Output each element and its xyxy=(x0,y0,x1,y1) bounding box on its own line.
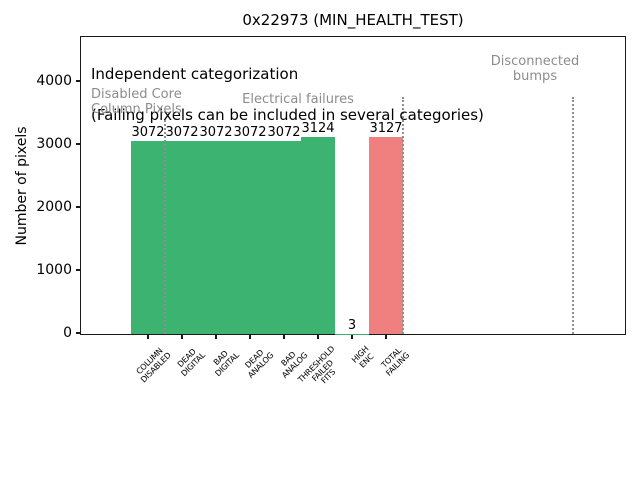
x-tick-label: DEAD ANALOG xyxy=(243,347,275,380)
bar-4 xyxy=(267,140,301,334)
annotation-independent-categorization: Independent categorization (Failing pixe… xyxy=(91,43,484,146)
bar-value-label: 3127 xyxy=(369,121,403,137)
x-tick-mark xyxy=(181,335,183,339)
x-tick-mark xyxy=(215,335,217,339)
x-tick-label: DEAD DIGITAL xyxy=(175,347,207,378)
annotation-independent-line1: Independent categorization xyxy=(91,64,299,83)
y-tick-label: 1000 xyxy=(36,262,72,279)
separator-dotted-line xyxy=(402,97,404,334)
x-tick-mark xyxy=(249,335,251,339)
x-tick-mark xyxy=(317,335,319,339)
plot-area: 3072 3072 3072 3072 3072 3124 3 3127 Independen… xyxy=(80,36,626,335)
bar-value-label: 3072 xyxy=(233,124,267,140)
bar-1 xyxy=(165,140,199,334)
bar-value-label: 3 xyxy=(347,317,357,333)
annotation-disconnected-bumps: Disconnected bumps xyxy=(490,54,580,84)
y-tick-label: 0 xyxy=(63,325,72,341)
bar-5 xyxy=(301,137,335,334)
x-tick-mark xyxy=(351,335,353,339)
bar-value-label: 3072 xyxy=(267,124,301,140)
annotation-independent-line2: (Failing pixels can be included in sever… xyxy=(91,105,484,124)
chart-title: 0x22973 (MIN_HEALTH_TEST) xyxy=(242,11,464,29)
y-tick-mark xyxy=(76,143,81,145)
y-tick-label: 4000 xyxy=(36,73,72,90)
y-tick-label: 3000 xyxy=(36,136,72,153)
x-tick-mark xyxy=(385,335,387,339)
x-tick-mark xyxy=(283,335,285,339)
bar-7 xyxy=(369,137,403,334)
annotation-disabled-core-column-pixels: Disabled Core Column Pixels xyxy=(91,87,182,117)
y-tick-mark xyxy=(76,269,81,271)
annotation-electrical-failures: Electrical failures xyxy=(242,92,354,107)
x-tick-label: COLUMN DISABLED xyxy=(134,346,173,385)
bar-value-label: 3072 xyxy=(199,124,233,140)
bar-3 xyxy=(233,140,267,334)
y-tick-mark xyxy=(76,332,81,334)
y-tick-label: 2000 xyxy=(36,199,72,216)
x-tick-label: BAD DIGITAL xyxy=(211,349,241,378)
bar-value-label: 3072 xyxy=(131,124,165,140)
bar-0 xyxy=(131,140,165,334)
x-tick-label: HIGH ENC xyxy=(350,344,376,370)
bar-value-label: 3072 xyxy=(165,124,199,140)
separator-dotted-line xyxy=(164,120,166,334)
separator-dotted-line xyxy=(572,97,574,334)
x-tick-label: TOTAL FAILING xyxy=(379,346,411,378)
y-tick-mark xyxy=(76,206,81,208)
x-tick-mark xyxy=(147,335,149,339)
bar-2 xyxy=(199,140,233,334)
bar-value-label: 3124 xyxy=(301,121,335,137)
y-tick-mark xyxy=(76,80,81,82)
